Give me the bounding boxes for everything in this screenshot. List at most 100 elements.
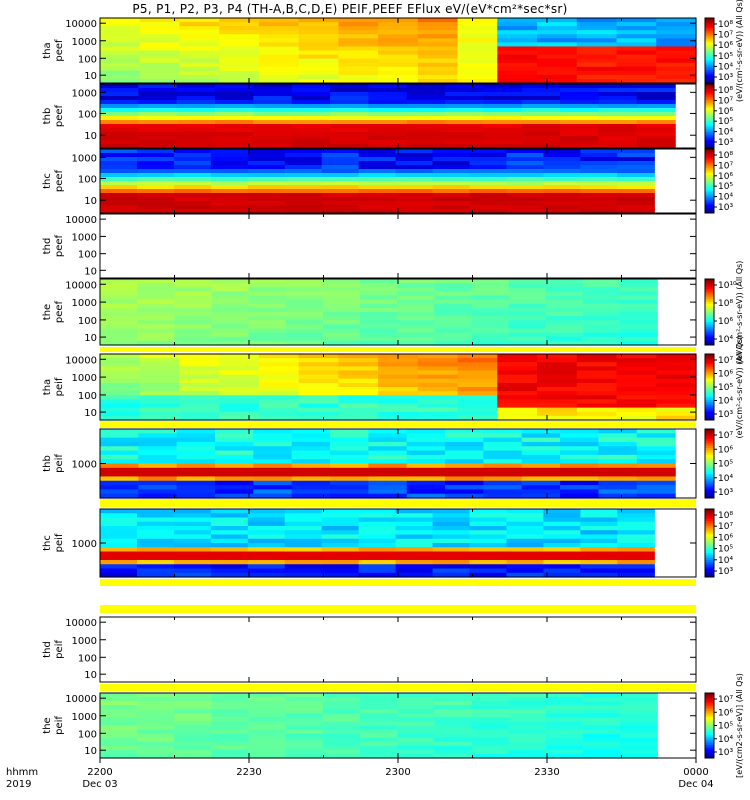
heatmap-cell — [358, 173, 397, 178]
colorbar-swatch — [705, 561, 714, 564]
heatmap-cell — [360, 283, 398, 288]
heatmap-cell — [620, 295, 658, 301]
heatmap-cell — [291, 429, 331, 434]
colorbar-swatch — [705, 712, 714, 715]
heatmap-cell — [258, 66, 300, 72]
heatmap-cell — [322, 693, 361, 698]
heatmap-cell — [210, 169, 249, 174]
heatmap-cell — [457, 407, 498, 413]
heatmap-cell — [368, 450, 408, 456]
heatmap-cell — [656, 54, 697, 60]
colorbar-tick-label: 10⁴ — [718, 474, 733, 484]
heatmap-cell — [508, 737, 547, 743]
heatmap-cell — [457, 391, 498, 396]
separator-band — [100, 421, 696, 428]
heatmap-cell — [136, 517, 175, 523]
colorbar-swatch — [705, 333, 714, 336]
heatmap-cell — [211, 745, 250, 751]
heatmap-cell — [598, 476, 638, 482]
heatmap-cell — [179, 395, 220, 400]
heatmap-cell — [330, 104, 369, 109]
heatmap-cell — [406, 441, 446, 447]
heatmap-cell — [330, 493, 369, 499]
heatmap-cell — [598, 429, 638, 434]
heatmap-cell — [417, 407, 459, 413]
heatmap-cell — [545, 753, 584, 759]
heatmap-cell — [545, 328, 584, 334]
colorbar-swatch — [705, 368, 714, 371]
colorbar-swatch — [705, 302, 714, 305]
heatmap-cell — [179, 382, 220, 388]
heatmap-cell — [321, 161, 360, 166]
heatmap-cell — [368, 140, 408, 145]
colorbar-swatch — [705, 470, 714, 473]
heatmap-cell — [360, 709, 398, 714]
heatmap-cell — [338, 74, 379, 80]
heatmap-cell — [219, 46, 260, 52]
heatmap-cell — [656, 391, 697, 396]
heatmap-cell — [457, 387, 498, 392]
colorbar-swatch — [705, 367, 714, 370]
heatmap-cell — [215, 476, 254, 482]
heatmap-cell — [457, 395, 498, 400]
heatmap-cell — [636, 450, 676, 456]
heatmap-cell — [508, 745, 547, 751]
heatmap-cell — [497, 407, 538, 413]
heatmap-cell — [137, 307, 175, 313]
heatmap-cell — [368, 144, 408, 149]
colorbar-tick-label: 10³ — [718, 488, 733, 498]
panel-ylabel: peif — [54, 377, 65, 396]
heatmap-cell — [582, 737, 621, 743]
heatmap-cell — [471, 701, 510, 706]
colorbar-frame — [704, 508, 715, 578]
heatmap-cell — [432, 543, 471, 548]
heatmap-cell — [138, 136, 178, 141]
heatmap-cell — [176, 100, 216, 105]
colorbar-swatch — [705, 432, 714, 435]
y-tick-label: 100 — [78, 316, 97, 327]
heatmap-cell — [173, 181, 212, 186]
heatmap-cell — [137, 705, 175, 710]
heatmap-cell — [617, 173, 655, 178]
heatmap-cell — [506, 551, 545, 557]
heatmap-cell — [508, 279, 547, 284]
colorbar-swatch — [705, 84, 714, 87]
heatmap-cell — [322, 279, 361, 284]
heatmap-cell — [322, 332, 361, 338]
colorbar-swatch — [705, 90, 714, 93]
colorbar-swatch — [705, 130, 714, 133]
heatmap-cell — [457, 78, 498, 84]
heatmap-cell — [291, 463, 331, 469]
heatmap-cell — [506, 205, 545, 210]
heatmap-cell — [285, 299, 324, 305]
heatmap-cell — [397, 283, 435, 288]
heatmap-cell — [173, 189, 212, 194]
heatmap-cell — [543, 157, 581, 162]
heatmap-cell — [560, 472, 600, 478]
heatmap-cell — [483, 437, 523, 443]
heatmap-cell — [406, 476, 446, 482]
heatmap-cell — [397, 312, 435, 317]
heatmap-cell — [137, 303, 175, 309]
heatmap-cell — [330, 485, 369, 490]
heatmap-cell — [580, 551, 618, 557]
heatmap-cell — [253, 446, 293, 452]
heatmap-cell — [100, 283, 138, 288]
heatmap-cell — [445, 489, 485, 495]
heatmap-cell — [417, 38, 459, 43]
heatmap-cell — [406, 144, 446, 149]
heatmap-cell — [506, 193, 545, 198]
heatmap-cell — [258, 407, 300, 413]
colorbar-swatch — [705, 152, 714, 155]
heatmap-cell — [291, 84, 331, 89]
heatmap-cell — [137, 717, 175, 723]
heatmap-cell — [471, 336, 510, 342]
colorbar-swatch — [705, 465, 714, 468]
heatmap-cell — [210, 157, 249, 162]
heatmap-cell — [137, 741, 175, 747]
heatmap-cell — [100, 513, 138, 519]
heatmap-cell — [576, 38, 618, 43]
heatmap-cell — [358, 560, 397, 565]
heatmap-cell — [576, 391, 618, 396]
heatmap-cell — [211, 729, 250, 735]
